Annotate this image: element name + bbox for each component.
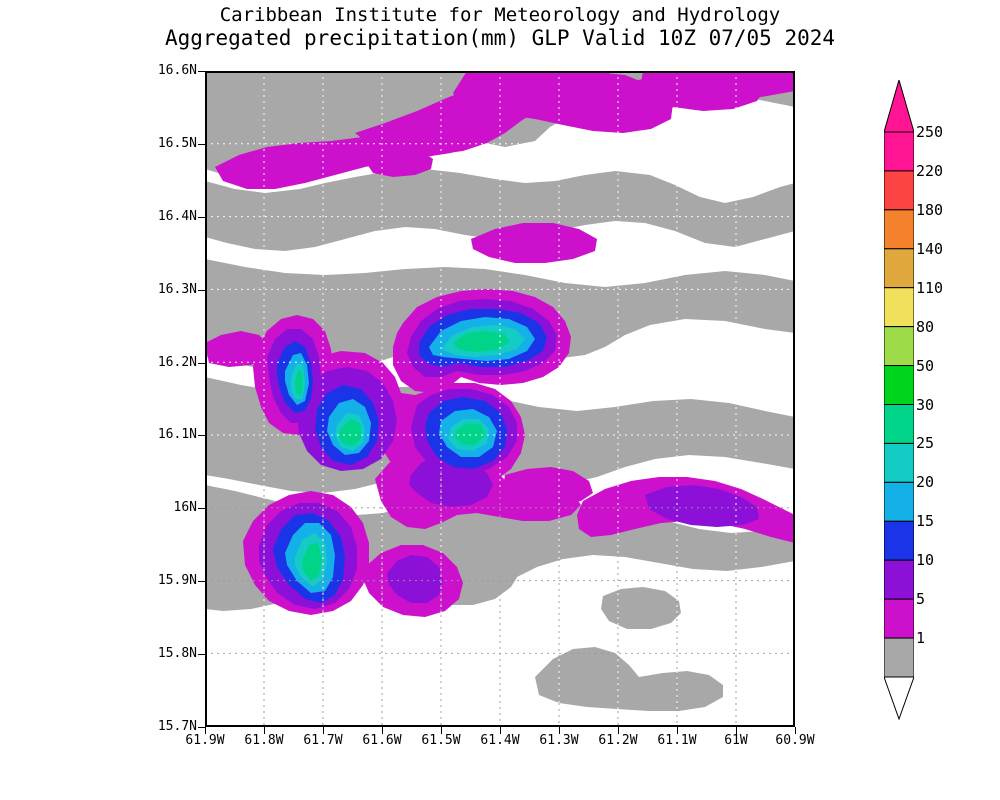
x-tick-label: 60.9W (775, 733, 815, 748)
x-tick-label: 61.4W (480, 733, 520, 748)
colorbar-tick-label: 25 (916, 434, 935, 453)
y-tick-label: 15.7N (157, 719, 197, 734)
x-tick-label: 61.2W (598, 733, 638, 748)
x-tick-mark (559, 727, 560, 734)
colorbar-swatch[interactable] (884, 131, 914, 172)
colorbar-swatch[interactable] (884, 481, 914, 522)
colorbar-swatch[interactable] (884, 442, 914, 483)
colorbar-swatch[interactable] (884, 598, 914, 639)
y-tick-mark (198, 289, 205, 291)
colorbar-swatch[interactable] (884, 520, 914, 561)
colorbar-swatch[interactable] (884, 559, 914, 600)
y-tick-mark (198, 727, 205, 728)
colorbar-tick-label: 110 (916, 278, 944, 297)
y-tick-mark (198, 216, 205, 218)
x-tick-label: 61.8W (244, 733, 284, 748)
colorbar-swatch[interactable] (884, 326, 914, 367)
x-tick-mark (441, 727, 442, 734)
colorbar-swatch[interactable] (884, 209, 914, 250)
y-tick-label: 15.8N (157, 646, 197, 662)
x-tick-label: 61.1W (657, 733, 697, 748)
colorbar-swatch[interactable] (884, 365, 914, 406)
colorbar-tick-label: 180 (916, 200, 944, 219)
colorbar-swatch[interactable] (884, 287, 914, 328)
colorbar[interactable] (884, 80, 914, 720)
y-tick-label: 16.2N (157, 354, 197, 370)
y-tick-label: 16.1N (157, 427, 197, 443)
plot-area[interactable] (205, 71, 795, 727)
x-tick-label: 61.3W (539, 733, 579, 748)
x-tick-mark (795, 727, 796, 734)
colorbar-tick-label: 15 (916, 512, 935, 531)
colorbar-top-arrow (884, 80, 914, 133)
colorbar-bottom-arrow (884, 676, 914, 720)
colorbar-swatches (884, 80, 914, 720)
x-tick-label: 61.7W (303, 733, 343, 748)
colorbar-tick-label: 30 (916, 395, 935, 414)
y-tick-mark (198, 581, 205, 583)
colorbar-tick-label: 50 (916, 356, 935, 375)
y-tick-mark (198, 143, 205, 145)
x-tick-mark (736, 727, 737, 734)
colorbar-tick-label: 5 (916, 590, 926, 609)
institute-title: Caribbean Institute for Meteorology and … (219, 4, 781, 26)
x-tick-mark (205, 727, 206, 734)
y-tick-label: 16.6N (157, 63, 197, 78)
chart-title-block: Caribbean Institute for Meteorology and … (0, 4, 1000, 51)
y-tick-mark (198, 362, 205, 364)
precipitation-contour-plot (205, 71, 795, 727)
colorbar-tick-label: 80 (916, 317, 935, 336)
colorbar-swatch[interactable] (884, 170, 914, 211)
x-tick-label: 61.5W (421, 733, 461, 748)
colorbar-tick-label: 20 (916, 473, 935, 492)
x-tick-mark (264, 727, 265, 734)
x-tick-label: 61.9W (185, 733, 225, 748)
y-tick-mark (198, 71, 205, 72)
x-tick-mark (618, 727, 619, 734)
colorbar-swatch[interactable] (884, 404, 914, 444)
y-tick-mark (198, 508, 205, 510)
x-tick-label: 61.6W (362, 733, 402, 748)
y-tick-label: 16.3N (157, 281, 197, 297)
colorbar-swatch[interactable] (884, 637, 914, 678)
page-title: Aggregated precipitation(mm) GLP Valid 1… (164, 26, 836, 50)
x-tick-mark (382, 727, 383, 734)
y-tick-mark (198, 435, 205, 437)
colorbar-tick-label: 1 (916, 629, 926, 648)
x-tick-mark (500, 727, 501, 734)
y-tick-mark (198, 654, 205, 656)
colorbar-swatch[interactable] (884, 248, 914, 289)
x-tick-mark (677, 727, 678, 734)
y-tick-label: 16N (173, 500, 197, 516)
y-tick-label: 16.4N (157, 208, 197, 224)
colorbar-tick-label: 10 (916, 551, 935, 570)
colorbar-tick-label: 140 (916, 239, 944, 258)
x-tick-mark (323, 727, 324, 734)
y-tick-label: 15.9N (157, 573, 197, 589)
x-tick-label: 61W (724, 733, 748, 748)
y-tick-label: 16.5N (157, 135, 197, 151)
colorbar-tick-label: 220 (916, 161, 944, 180)
colorbar-tick-label: 250 (916, 123, 944, 141)
